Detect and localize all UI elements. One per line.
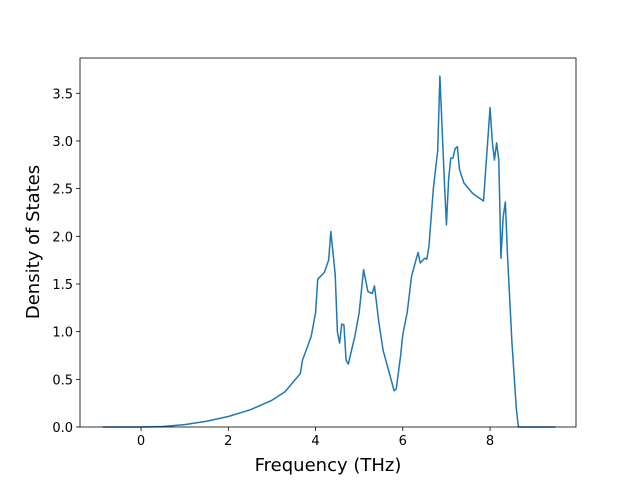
x-axis-label: Frequency (THz) bbox=[255, 455, 402, 476]
y-tick-label: 2.0 bbox=[52, 230, 73, 245]
y-tick-label: 2.5 bbox=[52, 183, 73, 198]
y-tick-label: 0.5 bbox=[52, 373, 73, 388]
y-tick-label: 0.0 bbox=[52, 421, 73, 436]
x-tick-label: 8 bbox=[486, 434, 494, 449]
y-tick-label: 3.0 bbox=[52, 135, 73, 150]
y-axis-label: Density of States bbox=[23, 165, 44, 319]
x-tick-label: 2 bbox=[224, 434, 232, 449]
axes-frame bbox=[79, 57, 577, 428]
y-tick-label: 1.5 bbox=[52, 278, 73, 293]
line-series bbox=[102, 75, 556, 428]
x-tick-label: 6 bbox=[399, 434, 407, 449]
y-tick-label: 3.5 bbox=[52, 87, 73, 102]
y-tick-label: 1.0 bbox=[52, 326, 73, 341]
x-tick-label: 0 bbox=[137, 434, 145, 449]
x-tick-label: 4 bbox=[311, 434, 319, 449]
